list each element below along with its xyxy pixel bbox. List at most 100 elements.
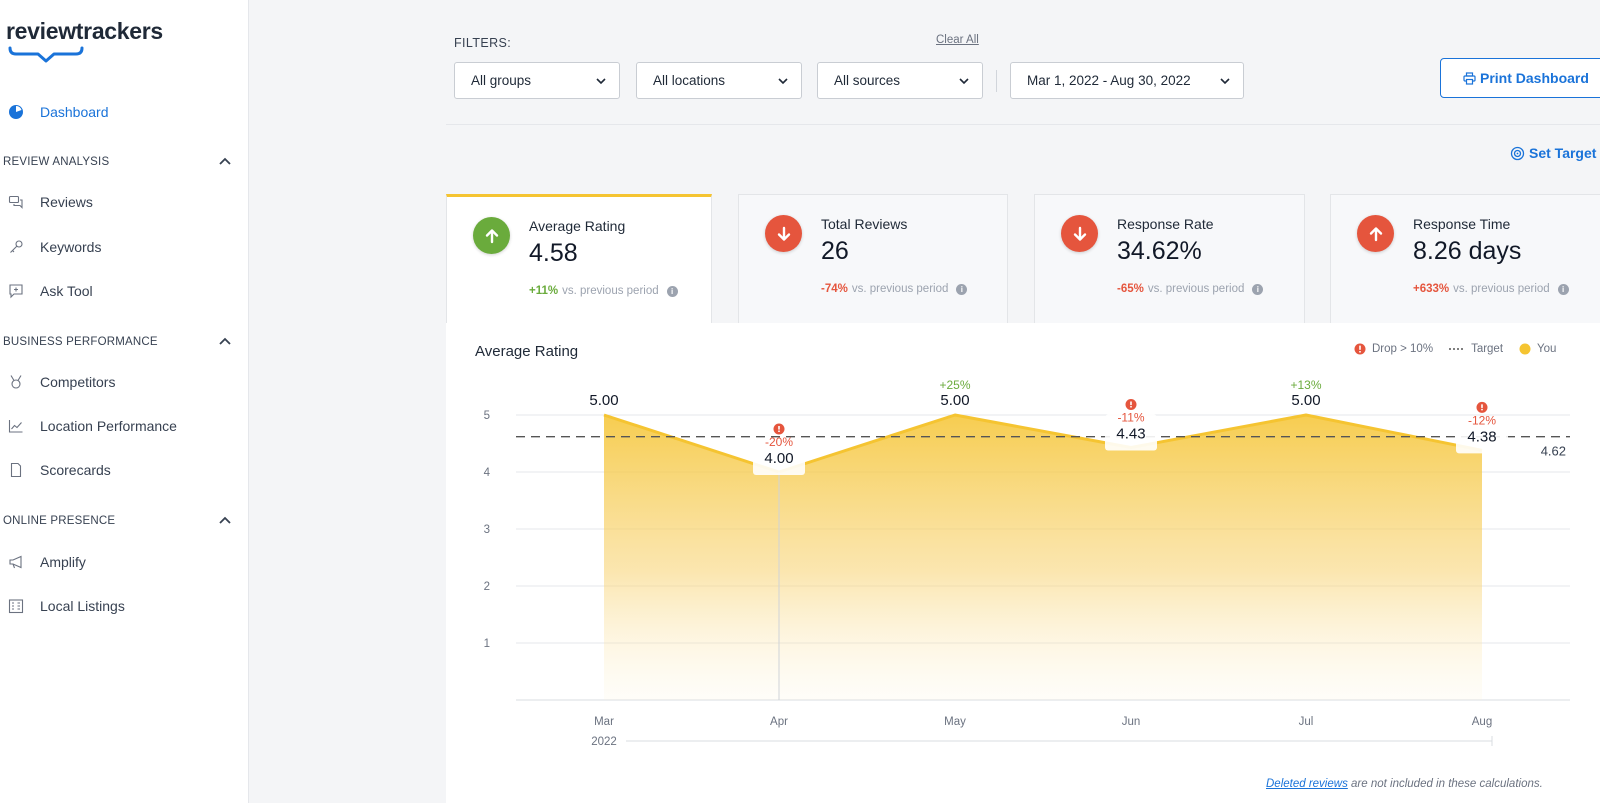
sidebar-item-dashboard[interactable]: Dashboard: [0, 98, 249, 126]
select-value: All groups: [471, 73, 532, 88]
locations-select[interactable]: All locations: [636, 62, 802, 99]
kpi-delta-suffix: vs. previous period: [851, 283, 949, 295]
chart-footnote: Deleted reviews are not included in thes…: [1266, 778, 1543, 790]
data-label-bg: [753, 439, 805, 475]
legend-item-drop: Drop > 10%: [1354, 343, 1433, 355]
rating-area: [604, 415, 1482, 700]
kpi-card-total-reviews[interactable]: Total Reviews 26 -74% vs. previous perio…: [738, 194, 1008, 324]
drop-alert-mark: [778, 426, 780, 430]
section-title: REVIEW ANALYSIS: [3, 156, 110, 168]
legend-item-target: Target: [1449, 343, 1503, 355]
x-tick-label: Mar: [594, 716, 614, 728]
sidebar-item-label: Ask Tool: [40, 283, 93, 299]
kpi-title: Response Rate: [1117, 216, 1214, 232]
kpi-card-response-rate[interactable]: Response Rate 34.62% -65% vs. previous p…: [1034, 194, 1305, 324]
change-label: -12%: [1468, 413, 1496, 427]
chat-bubbles-icon: [6, 192, 26, 212]
y-tick-label: 4: [484, 467, 491, 479]
section-online-presence[interactable]: ONLINE PRESENCE: [3, 511, 233, 531]
info-icon[interactable]: i: [1557, 283, 1569, 295]
rating-line: [603, 413, 1483, 474]
filters-label: FILTERS:: [454, 36, 512, 50]
sidebar-item-location-performance[interactable]: Location Performance: [0, 412, 249, 440]
medal-icon: [6, 372, 26, 392]
data-label: 5.00: [589, 392, 618, 409]
set-target-button[interactable]: Set Target: [1510, 145, 1596, 161]
sidebar-item-competitors[interactable]: Competitors: [0, 368, 249, 396]
kpi-delta-percent: +11%: [529, 285, 559, 297]
dashboard-icon: [6, 102, 26, 122]
data-label: 5.00: [1291, 392, 1320, 409]
kpi-delta-suffix: vs. previous period: [1453, 283, 1550, 295]
section-title: BUSINESS PERFORMANCE: [3, 336, 158, 348]
arrow-up-icon: [1357, 215, 1394, 252]
date-range-select[interactable]: Mar 1, 2022 - Aug 30, 2022: [1010, 62, 1244, 99]
select-value: Mar 1, 2022 - Aug 30, 2022: [1027, 73, 1191, 88]
data-label: 4.00: [764, 450, 793, 467]
kpi-delta-suffix: vs. previous period: [1147, 283, 1245, 295]
kpi-card-response-time[interactable]: Response Time 8.26 days +633% vs. previo…: [1330, 194, 1600, 324]
info-icon[interactable]: i: [1252, 283, 1264, 295]
arrow-up-icon: [473, 217, 510, 254]
chevron-down-icon: [1220, 78, 1230, 85]
reviewtrackers-logo[interactable]: reviewtrackers: [6, 18, 163, 63]
groups-select[interactable]: All groups: [454, 62, 620, 99]
kpi-title: Response Time: [1413, 216, 1511, 232]
section-title: ONLINE PRESENCE: [3, 515, 116, 527]
set-target-label: Set Target: [1529, 145, 1597, 161]
select-value: All sources: [834, 73, 901, 88]
section-review-analysis[interactable]: REVIEW ANALYSIS: [3, 152, 233, 172]
kpi-value: 4.58: [529, 239, 578, 267]
drop-alert-mark: [1481, 404, 1483, 408]
sidebar-item-label: Dashboard: [40, 104, 109, 120]
change-label: -11%: [1117, 410, 1144, 424]
yellow-dot-icon: [1519, 343, 1531, 355]
kpi-delta-suffix: vs. previous period: [562, 285, 659, 297]
print-dashboard-button[interactable]: Print Dashboard: [1440, 58, 1600, 98]
chevron-down-icon: [596, 78, 606, 85]
sidebar: reviewtrackers Dashboard REVIEW ANALYSIS…: [0, 0, 249, 803]
y-tick-label: 2: [484, 581, 490, 593]
kpi-value: 8.26 days: [1413, 237, 1522, 265]
drop-alert-mark: [1130, 401, 1132, 406]
arrow-down-icon: [765, 215, 802, 252]
sidebar-item-keywords[interactable]: Keywords: [0, 233, 249, 261]
key-icon: [6, 237, 26, 257]
info-icon[interactable]: i: [666, 285, 678, 297]
sidebar-item-reviews[interactable]: Reviews: [0, 188, 249, 216]
section-business-performance[interactable]: BUSINESS PERFORMANCE: [3, 332, 233, 352]
filter-separator: [996, 70, 997, 92]
sidebar-item-label: Scorecards: [40, 462, 111, 478]
footnote-text: are not included in these calculations.: [1347, 778, 1543, 790]
data-label: 4.38: [1467, 428, 1496, 445]
deleted-reviews-link[interactable]: Deleted reviews: [1266, 778, 1348, 790]
logo-text: reviewtrackers: [6, 18, 163, 44]
building-icon: [6, 596, 26, 616]
drop-alert-dot: [1130, 405, 1132, 408]
sources-select[interactable]: All sources: [817, 62, 983, 99]
arrow-down-icon: [1061, 215, 1098, 252]
kpi-delta: +633% vs. previous period i: [1413, 283, 1569, 295]
kpi-delta: -65% vs. previous period i: [1117, 283, 1264, 295]
kpi-card-average-rating[interactable]: Average Rating 4.58 +11% vs. previous pe…: [446, 194, 712, 324]
y-tick-label: 3: [484, 524, 490, 536]
sidebar-item-ask-tool[interactable]: Ask Tool: [0, 277, 249, 305]
info-icon[interactable]: i: [956, 283, 968, 295]
kpi-delta-percent: -74%: [821, 283, 848, 295]
sidebar-item-label: Amplify: [40, 554, 86, 570]
sidebar-item-scorecards[interactable]: Scorecards: [0, 456, 249, 484]
chevron-down-icon: [778, 78, 788, 85]
legend-label: You: [1537, 343, 1557, 355]
ask-chat-icon: [6, 281, 26, 301]
data-label: 5.00: [940, 392, 969, 409]
sidebar-item-local-listings[interactable]: Local Listings: [0, 592, 249, 620]
trend-chart-icon: [6, 416, 26, 436]
clear-all-link[interactable]: Clear All: [936, 34, 979, 46]
sidebar-item-label: Competitors: [40, 374, 116, 390]
sidebar-item-label: Location Performance: [40, 418, 177, 434]
y-tick-label: 1: [484, 638, 490, 650]
kpi-delta-percent: +633%: [1413, 283, 1450, 295]
x-tick-label: May: [944, 716, 966, 728]
sidebar-item-amplify[interactable]: Amplify: [0, 548, 249, 576]
